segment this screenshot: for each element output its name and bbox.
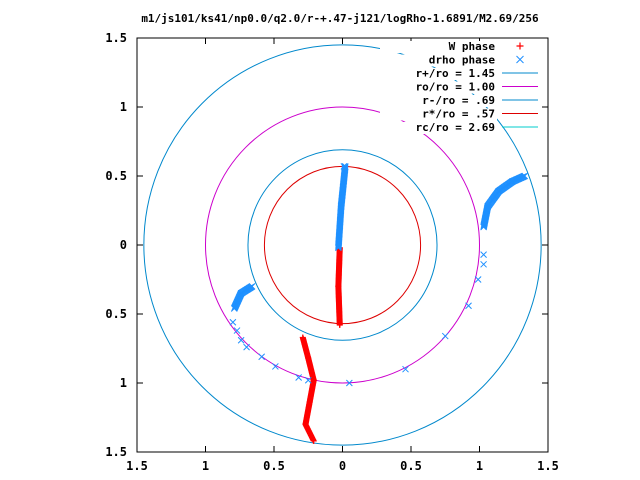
x-tick-label: 0.5 xyxy=(400,459,422,473)
legend-item: W phase xyxy=(380,40,524,53)
x-tick-label: 1 xyxy=(202,459,209,473)
legend-label-bg xyxy=(380,95,497,107)
legend-label: rc/ro = 2.69 xyxy=(416,121,495,134)
legend-label-bg xyxy=(380,81,497,94)
data-point xyxy=(336,322,343,329)
data-point xyxy=(474,276,482,283)
legend-item: r-/ro = .69 xyxy=(380,94,538,107)
legend-label: r+/ro = 1.45 xyxy=(416,67,495,80)
x-tick-label: 0 xyxy=(339,459,346,473)
data-point xyxy=(272,363,279,370)
legend-label-bg xyxy=(380,41,497,53)
legend-label-bg xyxy=(380,122,497,134)
data-point xyxy=(521,172,529,180)
y-tick-label: 0 xyxy=(120,238,127,252)
data-point xyxy=(465,302,472,310)
y-tick-label: 1 xyxy=(120,376,127,390)
legend-label-bg xyxy=(380,108,497,121)
x-tick-label: 1.5 xyxy=(126,459,148,473)
y-tick-label: 1.5 xyxy=(105,445,127,459)
data-point xyxy=(237,336,245,344)
legend-item: drho phase xyxy=(380,54,524,67)
data-point xyxy=(310,437,317,444)
circle-1 xyxy=(205,106,480,384)
legend-label: r*/ro = .57 xyxy=(422,108,495,121)
legend-label: ro/ro = 1.00 xyxy=(416,81,495,94)
circle-2 xyxy=(247,149,438,341)
legend-item: r+/ro = 1.45 xyxy=(380,67,538,80)
legend-label-bg xyxy=(380,68,497,80)
legend-label: W phase xyxy=(449,40,496,53)
legend-symbol xyxy=(516,55,524,64)
legend-item: ro/ro = 1.00 xyxy=(380,81,538,94)
axis-ticks: 1.5 1 0.5 0 0.5 1 1.51.510.500.511.5 xyxy=(105,31,559,473)
y-tick-label: 0.5 xyxy=(105,169,127,183)
data-point xyxy=(480,251,487,259)
legend-symbol xyxy=(516,42,524,50)
data-point xyxy=(345,379,353,387)
data-point xyxy=(243,343,250,351)
data-point xyxy=(304,376,312,384)
legend-item: rc/ro = 2.69 xyxy=(380,121,538,134)
data-point xyxy=(258,353,266,361)
legend-label: drho phase xyxy=(429,54,496,67)
legend-label: r-/ro = .69 xyxy=(422,94,495,107)
series-1 xyxy=(229,162,529,387)
data-series xyxy=(229,162,529,444)
data-point xyxy=(233,327,241,334)
chart-title: m1/js101/ks41/np0.0/q2.0/r-+.47-j121/log… xyxy=(141,12,539,25)
data-point xyxy=(480,260,487,268)
data-point xyxy=(295,374,303,381)
x-tick-label: 1 xyxy=(476,459,483,473)
x-tick-label: 0.5 xyxy=(263,459,285,473)
legend-label-bg xyxy=(380,54,497,67)
legend-item: r*/ro = .57 xyxy=(380,108,538,121)
y-tick-label: 1.5 xyxy=(105,31,127,45)
y-tick-label: 1 xyxy=(120,100,127,114)
y-tick-label: 0.5 xyxy=(105,307,127,321)
circle-0 xyxy=(143,44,542,446)
data-point xyxy=(229,318,237,326)
series-0 xyxy=(299,244,343,444)
data-point xyxy=(248,283,256,290)
data-point xyxy=(340,162,348,170)
data-point xyxy=(402,365,409,373)
data-point xyxy=(441,332,449,340)
x-tick-label: 1.5 xyxy=(537,459,559,473)
data-point xyxy=(341,162,349,170)
